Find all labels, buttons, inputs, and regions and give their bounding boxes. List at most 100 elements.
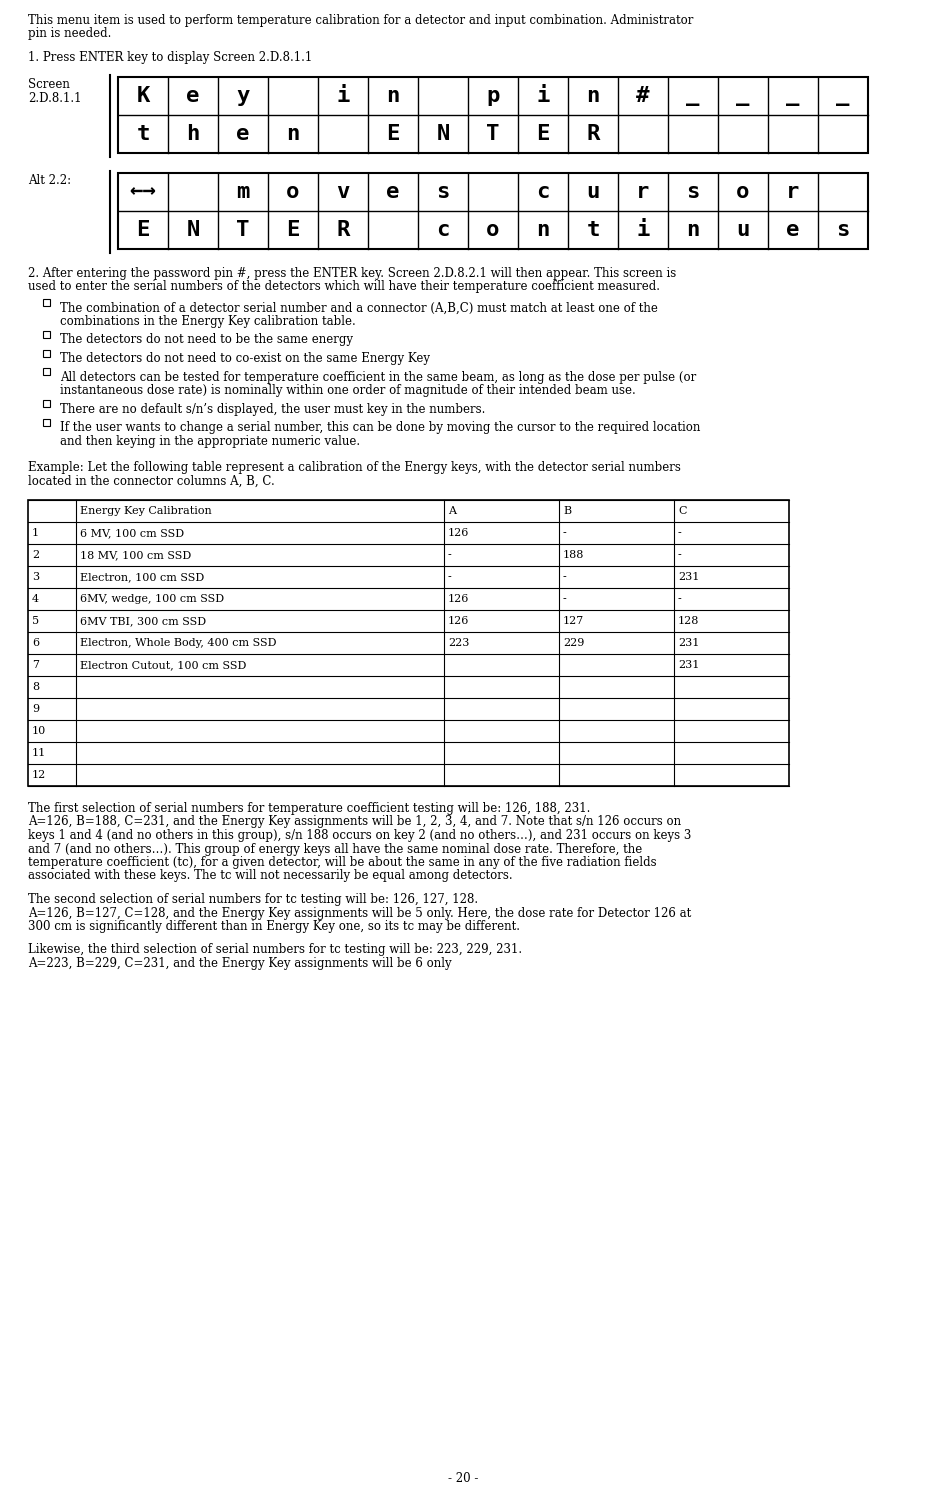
Text: o: o [286, 182, 299, 201]
Text: h: h [186, 124, 199, 143]
Text: 128: 128 [678, 615, 699, 626]
Text: The detectors do not need to be the same energy: The detectors do not need to be the same… [60, 334, 353, 347]
Text: B: B [563, 507, 571, 516]
Text: 18 MV, 100 cm SSD: 18 MV, 100 cm SSD [80, 550, 191, 560]
Text: associated with these keys. The tc will not necessarily be equal among detectors: associated with these keys. The tc will … [28, 870, 513, 882]
Text: Alt 2.2:: Alt 2.2: [28, 174, 71, 188]
Text: -: - [448, 572, 451, 583]
Bar [118, 76, 868, 152]
Text: Example: Let the following table represent a calibration of the Energy keys, wit: Example: Let the following table represe… [28, 460, 680, 474]
Text: 4: 4 [32, 595, 39, 603]
Text: o: o [487, 219, 500, 240]
Text: s: s [836, 219, 850, 240]
Text: 231: 231 [678, 660, 699, 671]
Text: i: i [337, 85, 349, 106]
Text: e: e [236, 124, 249, 143]
Text: n: n [586, 85, 600, 106]
Bar [43, 399, 50, 407]
Text: and 7 (and no others…). This group of energy keys all have the same nominal dose: and 7 (and no others…). This group of en… [28, 842, 642, 855]
Text: R: R [586, 124, 600, 143]
Text: T: T [487, 124, 500, 143]
Text: Electron, 100 cm SSD: Electron, 100 cm SSD [80, 572, 204, 583]
Text: This menu item is used to perform temperature calibration for a detector and inp: This menu item is used to perform temper… [28, 13, 693, 27]
Text: - 20 -: - 20 - [449, 1472, 478, 1486]
Text: 10: 10 [32, 726, 46, 736]
Text: _: _ [836, 85, 850, 106]
Text: T: T [236, 219, 249, 240]
Text: 6 MV, 100 cm SSD: 6 MV, 100 cm SSD [80, 527, 184, 538]
Bar [28, 501, 789, 787]
Text: Screen: Screen [28, 79, 70, 91]
Text: e: e [186, 85, 199, 106]
Text: #: # [636, 85, 650, 106]
Text: The second selection of serial numbers for tc testing will be: 126, 127, 128.: The second selection of serial numbers f… [28, 893, 478, 906]
Text: 9: 9 [32, 703, 39, 714]
Text: s: s [686, 182, 700, 201]
Text: -: - [448, 550, 451, 560]
Text: 7: 7 [32, 660, 39, 671]
Text: A=223, B=229, C=231, and the Energy Key assignments will be 6 only: A=223, B=229, C=231, and the Energy Key … [28, 957, 451, 970]
Text: e: e [786, 219, 800, 240]
Text: r: r [636, 182, 650, 201]
Text: 188: 188 [563, 550, 584, 560]
Bar [43, 419, 50, 426]
Text: instantaneous dose rate) is nominally within one order of magnitude of their int: instantaneous dose rate) is nominally wi… [60, 384, 636, 396]
Text: r: r [786, 182, 800, 201]
Text: u: u [586, 182, 600, 201]
Text: -: - [563, 527, 566, 538]
Text: The detectors do not need to co-exist on the same Energy Key: The detectors do not need to co-exist on… [60, 352, 430, 365]
Text: K: K [136, 85, 149, 106]
Text: N: N [437, 124, 450, 143]
Bar [43, 331, 50, 338]
Text: 2: 2 [32, 550, 39, 560]
Text: -: - [678, 550, 681, 560]
Text: v: v [337, 182, 349, 201]
Text: E: E [286, 219, 299, 240]
Text: 6MV TBI, 300 cm SSD: 6MV TBI, 300 cm SSD [80, 615, 206, 626]
Text: pin is needed.: pin is needed. [28, 27, 111, 40]
Text: n: n [387, 85, 400, 106]
Text: R: R [337, 219, 349, 240]
Text: 231: 231 [678, 572, 699, 583]
Text: 6: 6 [32, 638, 39, 648]
Text: C: C [678, 507, 687, 516]
Text: c: c [537, 182, 550, 201]
Text: 11: 11 [32, 748, 46, 758]
Text: E: E [136, 219, 149, 240]
Text: There are no default s/n’s displayed, the user must key in the numbers.: There are no default s/n’s displayed, th… [60, 402, 486, 416]
Text: _: _ [786, 85, 800, 106]
Bar [43, 299, 50, 305]
Text: o: o [736, 182, 750, 201]
Text: _: _ [736, 85, 750, 106]
Text: 1. Press ENTER key to display Screen 2.D.8.1.1: 1. Press ENTER key to display Screen 2.D… [28, 51, 312, 64]
Text: 229: 229 [563, 638, 584, 648]
Text: ←→: ←→ [130, 182, 157, 201]
Text: 127: 127 [563, 615, 584, 626]
Text: 300 cm is significantly different than in Energy Key one, so its tc may be diffe: 300 cm is significantly different than i… [28, 919, 520, 933]
Text: p: p [487, 85, 500, 106]
Text: s: s [437, 182, 450, 201]
Text: 12: 12 [32, 770, 46, 779]
Text: If the user wants to change a serial number, this can be done by moving the curs: If the user wants to change a serial num… [60, 422, 701, 434]
Text: y: y [236, 85, 249, 106]
Text: A=126, B=127, C=128, and the Energy Key assignments will be 5 only. Here, the do: A=126, B=127, C=128, and the Energy Key … [28, 906, 692, 919]
Text: u: u [736, 219, 750, 240]
Text: 223: 223 [448, 638, 469, 648]
Text: 2. After entering the password pin #, press the ENTER key. Screen 2.D.8.2.1 will: 2. After entering the password pin #, pr… [28, 267, 677, 280]
Text: -: - [678, 527, 681, 538]
Text: Likewise, the third selection of serial numbers for tc testing will be: 223, 229: Likewise, the third selection of serial … [28, 943, 522, 957]
Text: n: n [286, 124, 299, 143]
Text: Electron Cutout, 100 cm SSD: Electron Cutout, 100 cm SSD [80, 660, 247, 671]
Text: m: m [236, 182, 249, 201]
Text: The first selection of serial numbers for temperature coefficient testing will b: The first selection of serial numbers fo… [28, 802, 590, 815]
Text: 1: 1 [32, 527, 39, 538]
Text: combinations in the Energy Key calibration table.: combinations in the Energy Key calibrati… [60, 314, 356, 328]
Bar [118, 173, 868, 249]
Text: -: - [563, 595, 566, 603]
Text: temperature coefficient (tc), for a given detector, will be about the same in an: temperature coefficient (tc), for a give… [28, 855, 656, 869]
Text: t: t [586, 219, 600, 240]
Text: located in the connector columns A, B, C.: located in the connector columns A, B, C… [28, 474, 274, 487]
Text: _: _ [686, 85, 700, 106]
Text: 2.D.8.1.1: 2.D.8.1.1 [28, 92, 82, 104]
Text: All detectors can be tested for temperature coefficient in the same beam, as lon: All detectors can be tested for temperat… [60, 371, 696, 383]
